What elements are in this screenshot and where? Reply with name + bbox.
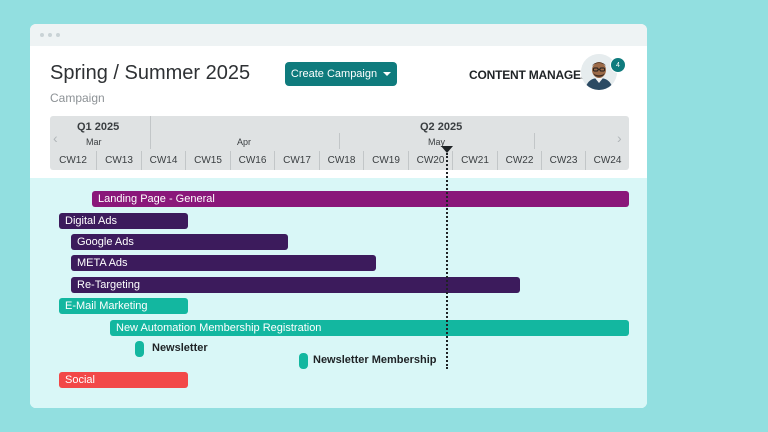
week-cell[interactable]: CW17 [274, 151, 319, 170]
week-cell[interactable]: CW15 [185, 151, 230, 170]
page-subtitle: Campaign [50, 91, 105, 105]
week-cell[interactable]: CW14 [141, 151, 185, 170]
week-cell[interactable]: CW24 [585, 151, 629, 170]
today-line [446, 153, 448, 369]
window-dot [56, 33, 60, 37]
gantt-chart-area: Landing Page - General Digital Ads Google … [30, 178, 647, 408]
week-cell[interactable]: CW13 [96, 151, 141, 170]
chevron-left-icon[interactable]: ‹ [53, 130, 58, 146]
week-cell[interactable]: CW19 [363, 151, 408, 170]
week-cell[interactable]: CW23 [541, 151, 585, 170]
task-bar[interactable]: Google Ads [71, 234, 288, 250]
task-bar[interactable]: META Ads [71, 255, 376, 271]
chevron-right-icon[interactable]: › [617, 130, 622, 146]
week-cell[interactable]: CW16 [230, 151, 274, 170]
month-label: Mar [86, 137, 102, 147]
week-cell[interactable]: CW22 [497, 151, 541, 170]
calendar-week-row: CW12 CW13 CW14 CW15 CW16 CW17 CW18 CW19 CW20 CW21… [50, 151, 629, 170]
task-bar[interactable]: New Automation Membership Registration [110, 320, 629, 336]
window-dot [40, 33, 44, 37]
timeline-header: ‹ › Q1 2025 Q2 2025 Mar Apr May CW12 CW13… [50, 116, 629, 170]
milestone-marker[interactable] [135, 341, 144, 357]
milestone-label: Newsletter Membership [313, 354, 437, 366]
notification-badge[interactable]: 4 [610, 57, 626, 73]
create-campaign-button[interactable]: Create Campaign [285, 62, 397, 86]
quarter-divider [150, 116, 151, 149]
milestone-label: Newsletter [152, 342, 208, 354]
task-bar[interactable]: Re-Targeting [71, 277, 520, 293]
window-titlebar [30, 24, 647, 46]
create-campaign-label: Create Campaign [290, 68, 378, 80]
task-bar[interactable]: Digital Ads [59, 213, 188, 229]
task-bar[interactable]: Social [59, 372, 188, 388]
page-title: Spring / Summer 2025 [50, 62, 251, 84]
task-bar[interactable]: Landing Page - General [92, 191, 629, 207]
month-divider [339, 133, 340, 149]
quarter-label: Q1 2025 [77, 121, 120, 133]
caret-down-icon [383, 72, 392, 76]
quarter-label: Q2 2025 [420, 121, 463, 133]
milestone-marker[interactable] [299, 353, 308, 369]
week-cell[interactable]: CW20 [408, 151, 452, 170]
week-cell[interactable]: CW18 [319, 151, 363, 170]
task-bar[interactable]: E-Mail Marketing [59, 298, 188, 314]
week-cell[interactable]: CW21 [452, 151, 497, 170]
triangle-down-icon [441, 146, 453, 153]
month-label: May [428, 137, 446, 147]
page-header: Spring / Summer 2025 Campaign Create Cam… [30, 46, 647, 116]
month-label: Apr [237, 137, 252, 147]
month-divider [534, 133, 535, 149]
window-dot [48, 33, 52, 37]
app-window: Spring / Summer 2025 Campaign Create Cam… [30, 24, 647, 408]
user-role: CONTENT MANAGER [469, 68, 590, 82]
week-cell[interactable]: CW12 [59, 155, 87, 166]
